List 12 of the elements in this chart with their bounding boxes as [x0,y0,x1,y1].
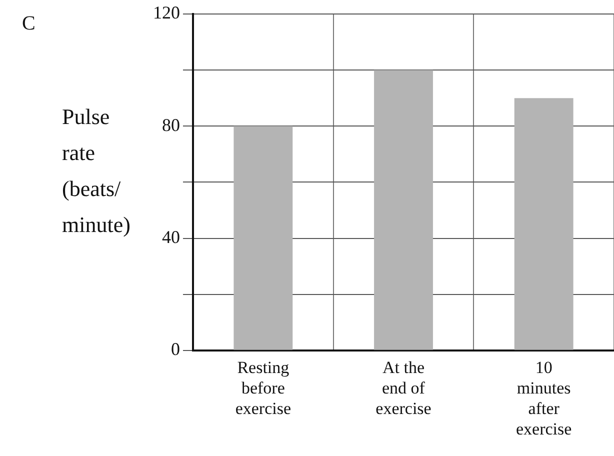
y-axis-title: Pulse rate (beats/ minute) [62,104,130,237]
bar [234,126,293,350]
y-tick-label: 120 [153,2,180,23]
y-tick-label: 80 [162,114,180,135]
bar [514,98,574,350]
x-tick-label: 10 minutes after exercise [516,358,572,438]
x-tick-label: At the end of exercise [376,358,432,418]
text: C [22,12,36,34]
bar [374,70,433,350]
y-tick-label: 0 [171,339,180,360]
x-tick-label: Resting before exercise [235,358,292,418]
y-tick-label: 40 [162,227,180,247]
